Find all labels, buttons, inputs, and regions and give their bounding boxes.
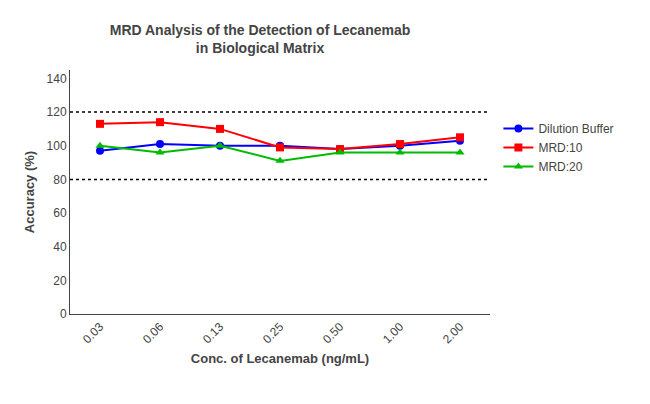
svg-text:MRD Analysis of the Detection: MRD Analysis of the Detection of Lecanem…: [110, 22, 411, 56]
svg-text:0.03: 0.03: [80, 320, 107, 347]
svg-text:2.00: 2.00: [440, 320, 467, 347]
svg-text:MRD:20: MRD:20: [538, 160, 582, 174]
svg-text:0.13: 0.13: [200, 320, 227, 347]
svg-text:0.25: 0.25: [260, 320, 287, 347]
svg-text:120: 120: [47, 105, 67, 119]
svg-text:0.50: 0.50: [320, 320, 347, 347]
svg-text:Dilution Buffer: Dilution Buffer: [538, 122, 613, 136]
svg-text:1.00: 1.00: [380, 320, 407, 347]
svg-text:20: 20: [53, 274, 67, 288]
svg-text:60: 60: [53, 206, 67, 220]
svg-text:140: 140: [47, 72, 67, 86]
svg-text:MRD:10: MRD:10: [538, 141, 582, 155]
svg-text:80: 80: [53, 173, 67, 187]
svg-text:100: 100: [47, 139, 67, 153]
svg-text:Conc. of Lecanemab (ng/mL): Conc. of Lecanemab (ng/mL): [191, 351, 369, 366]
svg-text:0.06: 0.06: [140, 320, 167, 347]
svg-text:0: 0: [60, 307, 67, 321]
svg-text:40: 40: [53, 240, 67, 254]
svg-text:Accuracy (%): Accuracy (%): [22, 151, 37, 233]
